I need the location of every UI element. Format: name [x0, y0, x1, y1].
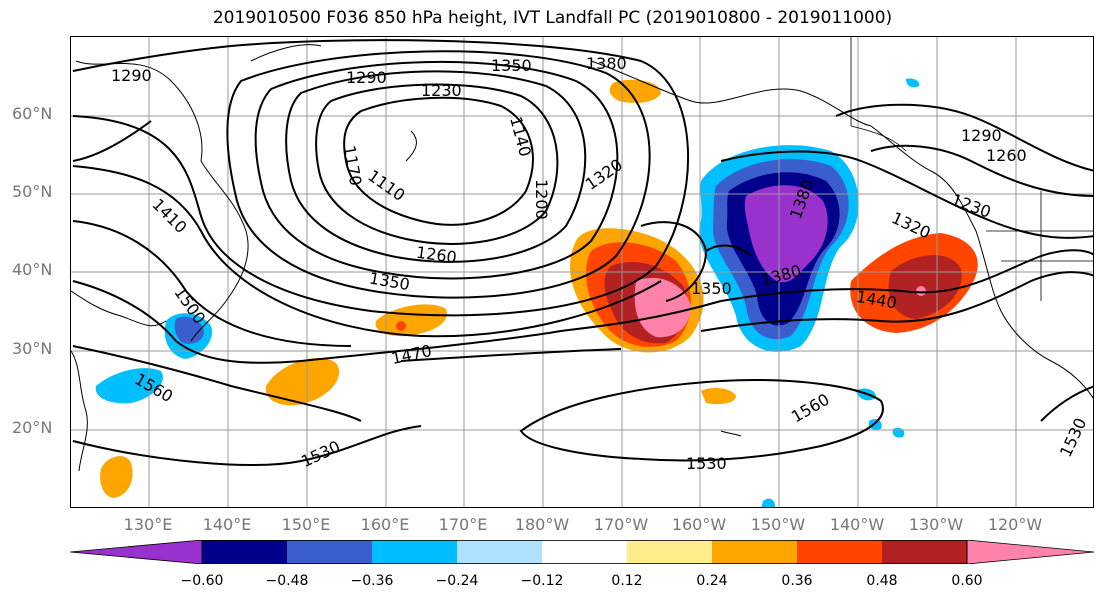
height-contours	[72, 39, 1093, 466]
lat-label-60n: 60°N	[12, 104, 53, 123]
colorbar-segment	[287, 540, 372, 564]
contour-label: 1320	[889, 208, 934, 242]
contour-label: 1350	[691, 279, 732, 298]
lon-label-130w: 130°W	[908, 515, 964, 534]
lon-label-150w: 150°W	[750, 515, 806, 534]
contour-label: 1230	[421, 81, 462, 100]
contour-label: 1200	[532, 179, 551, 220]
lon-label-160e: 160°E	[360, 515, 410, 534]
contour-label: 1530	[298, 437, 343, 471]
colorbar-tick-label: −0.24	[435, 573, 479, 589]
colorbar-segment	[712, 540, 797, 564]
contour-label: 1350	[491, 56, 532, 75]
contour-label: 1170	[340, 144, 366, 187]
colorbar-tick-label: 0.12	[611, 573, 643, 589]
colorbar-segment	[797, 540, 882, 564]
colorbar-tick-label: −0.60	[180, 573, 224, 589]
state-borders	[850, 37, 1093, 301]
contour-label: 1260	[986, 146, 1027, 165]
colorbar-segment	[202, 540, 287, 564]
colorbar-tick-label: 0.48	[866, 573, 898, 589]
contour-label: 1290	[111, 66, 152, 85]
map-panel: 1290 1350 1380 1290 1230 1140 1170 1110 …	[70, 36, 1094, 508]
map-title: 2019010500 F036 850 hPa height, IVT Land…	[212, 8, 893, 28]
colorbar-extend-left	[70, 540, 203, 564]
contour-label: 1290	[961, 126, 1002, 145]
colorbar-tick-label: 0.60	[951, 573, 983, 589]
contour-label: 1530	[686, 454, 727, 473]
map-svg: 1290 1350 1380 1290 1230 1140 1170 1110 …	[71, 37, 1093, 507]
colorbar-segment	[372, 540, 457, 564]
colorbar-segment	[882, 540, 967, 564]
lon-label-150e: 150°E	[281, 515, 331, 534]
lon-label-170e: 170°E	[438, 515, 488, 534]
positive-anomaly-west-pacific	[265, 357, 340, 406]
lat-label-40n: 40°N	[12, 260, 53, 279]
lon-label-180w: 180°W	[514, 515, 570, 534]
colorbar-tick-label: −0.12	[520, 573, 564, 589]
colorbar-tick-label: −0.36	[350, 573, 394, 589]
contour-label: 1140	[506, 114, 535, 158]
contour-label: 1530	[1056, 415, 1090, 460]
contour-label: 1470	[390, 341, 434, 368]
lat-label-20n: 20°N	[12, 418, 53, 437]
contour-label: 1290	[346, 68, 387, 87]
lon-label-120w: 120°W	[987, 515, 1043, 534]
contour-label: 1260	[415, 243, 458, 267]
colorbar-tick-label: 0.36	[781, 573, 813, 589]
lat-label-50n: 50°N	[12, 182, 53, 201]
contour-label: 1410	[148, 195, 190, 237]
colorbar-tick-label: 0.24	[696, 573, 728, 589]
colorbar	[70, 540, 1094, 564]
lon-label-160w: 160°W	[671, 515, 727, 534]
contour-label: 1380	[586, 54, 627, 73]
colorbar-tick-label: −0.48	[265, 573, 309, 589]
shading-layer	[95, 78, 978, 507]
lon-label-140e: 140°E	[202, 515, 252, 534]
colorbar-segment	[627, 540, 712, 564]
coastlines	[71, 44, 1093, 472]
lon-label-130e: 130°E	[123, 515, 173, 534]
lon-label-170w: 170°W	[593, 515, 649, 534]
contour-label: 1320	[582, 155, 626, 194]
colorbar-extend-right	[966, 540, 1094, 564]
colorbar-segment	[457, 540, 542, 564]
lon-label-140w: 140°W	[829, 515, 885, 534]
contour-label: 1230	[949, 190, 994, 222]
contour-label: 1560	[788, 390, 833, 427]
lat-label-30n: 30°N	[12, 339, 53, 358]
colorbar-segment	[542, 540, 627, 564]
